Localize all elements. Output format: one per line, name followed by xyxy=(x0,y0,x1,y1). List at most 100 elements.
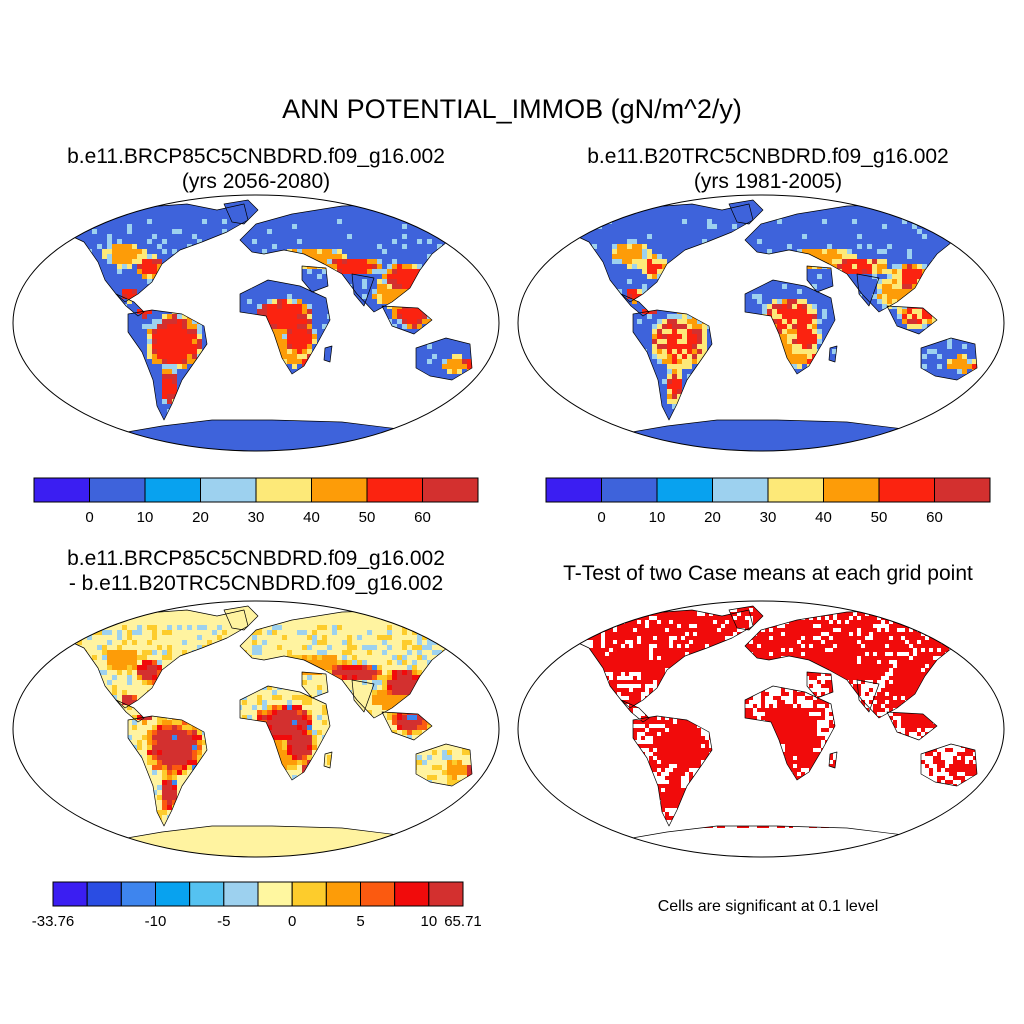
panel-3-case-b: - b.e11.B20TRC5CNBDRD.f09_g16.002 xyxy=(68,572,444,595)
coastlines xyxy=(558,605,980,857)
colorbar-future: 0 10 20 30 40 50 60 xyxy=(33,477,479,526)
coastline-camerica xyxy=(115,699,145,723)
coastline-seasia xyxy=(886,711,938,741)
coastline-madagascar xyxy=(828,751,838,769)
colorbar-difference: -33.76 -10 -5 0 5 10 65.71 xyxy=(32,881,482,930)
panel-1-case: b.e11.BRCP85C5CNBDRD.f09_g16.002 xyxy=(67,145,445,168)
coastline-arabia xyxy=(806,671,834,699)
colorbar-swatch xyxy=(366,477,423,503)
map-border xyxy=(517,194,1005,452)
coastline-india xyxy=(351,679,375,713)
colorbar-historical: 0 10 20 30 40 50 60 xyxy=(545,477,991,526)
coastline-africa xyxy=(744,279,836,375)
colorbar-swatch xyxy=(120,881,157,907)
coastline-namerica xyxy=(558,203,754,303)
coastline-namerica xyxy=(53,609,249,709)
colorbar-tick-label: 5 xyxy=(356,913,364,930)
main-title: ANN POTENTIAL_IMMOB (gN/m^2/y) xyxy=(282,94,742,124)
colorbar-tick-label: 50 xyxy=(359,509,376,526)
map-panel-future xyxy=(12,194,500,452)
colorbar-swatch xyxy=(428,881,464,907)
panel-2-years: (yrs 1981-2005) xyxy=(693,170,843,193)
colorbar-swatch xyxy=(767,477,824,503)
coastline-greenland xyxy=(223,605,259,631)
coastline-australia xyxy=(920,337,978,381)
coastline-greenland xyxy=(728,199,764,225)
colorbar-tick-label: 0 xyxy=(288,913,296,930)
colorbar-swatch xyxy=(52,881,88,907)
coastline-camerica xyxy=(115,293,145,317)
colorbar-swatch xyxy=(601,477,658,503)
colorbar-swatch xyxy=(545,477,602,503)
colorbar-tick-label: 60 xyxy=(926,509,943,526)
coastline-madagascar xyxy=(323,751,333,769)
colorbar-tick-label: 40 xyxy=(303,509,320,526)
colorbar-tick-label: 0 xyxy=(85,509,93,526)
colorbar-swatch xyxy=(33,477,90,503)
coastline-camerica xyxy=(620,699,650,723)
coastline-seasia xyxy=(381,711,433,741)
map-border xyxy=(517,600,1005,858)
colorbar-tick-label: -5 xyxy=(217,913,230,930)
coastline-africa xyxy=(239,279,331,375)
colorbar-tick-label: 10 xyxy=(649,509,666,526)
map-panel-difference xyxy=(12,600,500,858)
colorbar-tick-label: -33.76 xyxy=(32,913,75,930)
coastline-india xyxy=(856,273,880,307)
colorbar-swatch xyxy=(823,477,880,503)
coastline-namerica xyxy=(558,609,754,709)
colorbar-swatch xyxy=(257,881,293,907)
panel-2-title: b.e11.B20TRC5CNBDRD.f09_g16.002 (yrs 198… xyxy=(512,144,1024,194)
coastline-camerica xyxy=(620,293,650,317)
colorbar-swatch xyxy=(311,477,368,503)
colorbar-tick-label: 0 xyxy=(597,509,605,526)
panel-3-case-a: b.e11.BRCP85C5CNBDRD.f09_g16.002 xyxy=(67,547,445,570)
coastline-arabia xyxy=(301,671,329,699)
colorbar-tick-label: 65.71 xyxy=(444,913,482,930)
coastline-arabia xyxy=(806,265,834,293)
colorbar-tick-label: -10 xyxy=(145,913,167,930)
colorbar-swatch xyxy=(291,881,327,907)
coastline-australia xyxy=(415,337,473,381)
colorbar-swatch xyxy=(360,881,396,907)
colorbar-swatch xyxy=(394,881,430,907)
colorbar-tick-label: 40 xyxy=(815,509,832,526)
coastline-samerica xyxy=(127,309,208,421)
coastline-samerica xyxy=(632,309,713,421)
coastline-africa xyxy=(239,685,331,781)
colorbar-swatch xyxy=(86,881,122,907)
map-panel-ttest xyxy=(517,600,1005,858)
coastline-arabia xyxy=(301,265,329,293)
colorbar-tick-label: 30 xyxy=(248,509,265,526)
coastline-seasia xyxy=(886,305,938,335)
colorbar-swatch xyxy=(223,881,259,907)
coastline-australia xyxy=(920,743,978,787)
colorbar-swatch xyxy=(200,477,257,503)
map-border xyxy=(12,600,500,858)
colorbar-swatch xyxy=(422,477,479,503)
colorbar-swatch xyxy=(144,477,201,503)
colorbar-swatch xyxy=(189,881,225,907)
coastline-seasia xyxy=(381,305,433,335)
colorbar-tick-label: 30 xyxy=(760,509,777,526)
colorbar-swatch xyxy=(656,477,713,503)
coastline-madagascar xyxy=(323,345,333,363)
colorbar-swatch xyxy=(255,477,312,503)
map-panel-historical xyxy=(517,194,1005,452)
coastline-greenland xyxy=(223,199,259,225)
coastline-india xyxy=(351,273,375,307)
colorbar-swatch xyxy=(325,881,362,907)
colorbar-tick-label: 20 xyxy=(704,509,721,526)
coastline-namerica xyxy=(53,203,249,303)
coastline-greenland xyxy=(728,605,764,631)
panel-4-title: T-Test of two Case means at each grid po… xyxy=(563,562,973,585)
colorbar-swatch xyxy=(878,477,935,503)
colorbar-swatch xyxy=(712,477,769,503)
panel-1-title: b.e11.BRCP85C5CNBDRD.f09_g16.002 (yrs 20… xyxy=(0,144,512,194)
map-border xyxy=(12,194,500,452)
colorbar-tick-label: 60 xyxy=(414,509,431,526)
coastline-samerica xyxy=(127,715,208,827)
colorbar-tick-label: 10 xyxy=(420,913,437,930)
coastline-madagascar xyxy=(828,345,838,363)
coastline-africa xyxy=(744,685,836,781)
